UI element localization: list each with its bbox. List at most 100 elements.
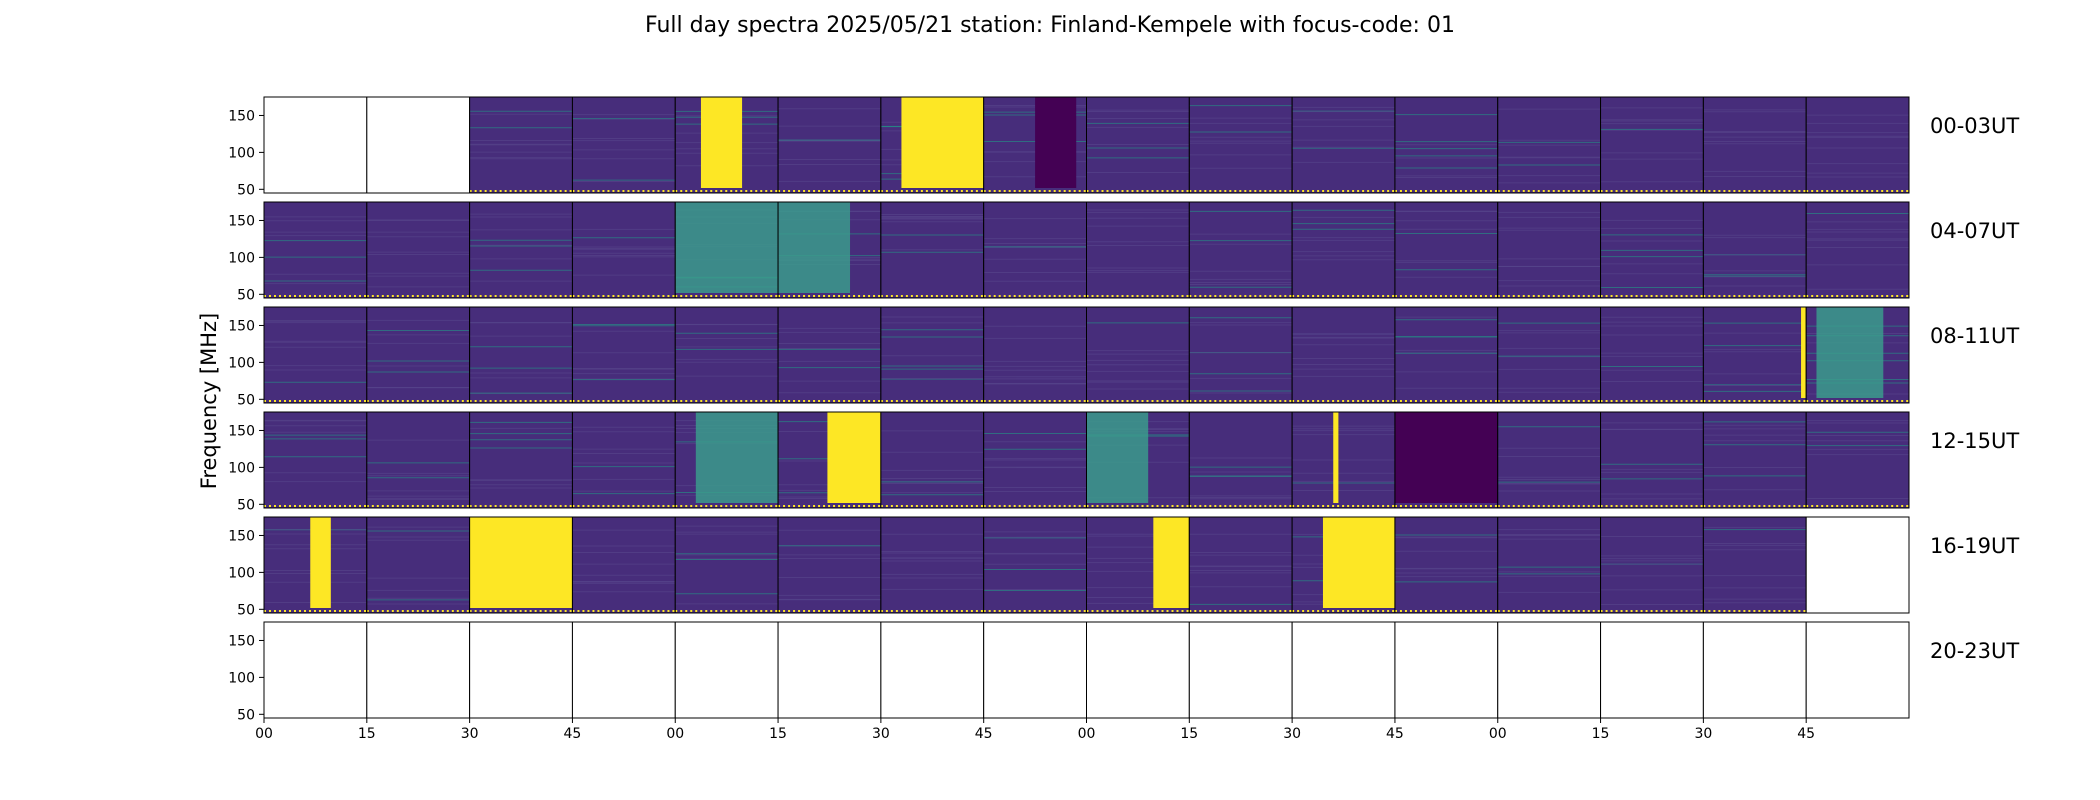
y-tick-label: 50 (237, 392, 255, 408)
empty-panel (1703, 622, 1807, 718)
spectrum-panel (880, 621, 985, 719)
spectrum-panel (1394, 516, 1499, 614)
y-tick-label: 100 (228, 460, 255, 476)
empty-panel (778, 622, 881, 718)
spectrum-panel (983, 96, 1087, 194)
burst-region (1816, 307, 1884, 398)
spectrum-background (880, 517, 984, 613)
y-tick-label: 150 (228, 423, 255, 439)
row-08-11ut: 50 100 150 08-11UT (228, 306, 2019, 408)
empty-panel (983, 622, 1087, 718)
row-04-07ut: 50 100 150 04-07UT (228, 201, 2019, 303)
burst-region (1394, 412, 1498, 503)
burst-region (469, 517, 573, 608)
spectrum-background (572, 97, 676, 193)
burst-region (695, 412, 779, 503)
y-tick-label: 150 (228, 108, 255, 124)
empty-panel (1600, 622, 1704, 718)
spectrum-background (1806, 97, 1909, 193)
spectrum-background (264, 202, 367, 298)
empty-panel (366, 97, 470, 193)
empty-panel (1292, 622, 1395, 718)
y-tick-label: 100 (228, 565, 255, 581)
spectrum-panel (469, 306, 573, 404)
spectrum-panel (1702, 96, 1807, 194)
y-axis-label: Frequency [MHz] (197, 313, 221, 489)
y-tick-label: 150 (228, 318, 255, 334)
spectrum-panel (674, 306, 779, 404)
spectrum-background (469, 307, 573, 403)
burst-region (1333, 412, 1339, 503)
spectrum-panel (469, 96, 573, 194)
row-label: 20-23UT (1930, 639, 2019, 663)
row-12-15ut: 50 100 150 12-15UT (228, 411, 2019, 513)
row-label: 00-03UT (1930, 114, 2019, 138)
empty-panel (1497, 622, 1601, 718)
spectrum-background (1189, 202, 1293, 298)
spectrum-panel (469, 411, 573, 509)
spectrum-background (572, 307, 676, 403)
spectrum-background (572, 202, 676, 298)
x-axis: 00 15 30 45 00 15 30 45 00 15 30 45 00 15 30 45 (255, 718, 1815, 742)
spectrum-panel (1086, 621, 1190, 719)
x-tick-label: 30 (1694, 726, 1712, 742)
spectrum-background (778, 307, 881, 403)
spectrum-panel (571, 306, 676, 404)
spectrum-background (1292, 97, 1395, 193)
spectrum-panel (983, 621, 1087, 719)
spectrum-panel (1805, 516, 1910, 614)
spectrum-panel (1497, 411, 1602, 509)
spectrum-panel (263, 201, 368, 299)
panel-frame (1805, 411, 1910, 509)
spectrum-panel (263, 96, 368, 194)
spectrum-panel (1805, 411, 1910, 509)
x-tick-label: 15 (1592, 726, 1610, 742)
spectrum-panel (1188, 306, 1293, 404)
panel-frame (1805, 201, 1910, 299)
row-label: 04-07UT (1930, 219, 2019, 243)
empty-panel (366, 622, 470, 718)
y-tick-label: 150 (228, 528, 255, 544)
row-20-23ut: 50 100 150 20-23UT (228, 621, 2019, 723)
burst-region (778, 202, 851, 293)
spectrum-background (1600, 97, 1704, 193)
x-tick-label: 45 (975, 726, 993, 742)
burst-region (1035, 97, 1077, 188)
spectrum-panel (1394, 411, 1499, 509)
spectrum-background (1703, 517, 1807, 613)
spectrum-panel (674, 516, 779, 614)
row-label: 16-19UT (1930, 534, 2019, 558)
spectrum-panel (1805, 201, 1910, 299)
row-label: 08-11UT (1930, 324, 2019, 348)
spectrum-panel (1394, 306, 1499, 404)
burst-region (700, 97, 743, 188)
spectrum-panel (366, 516, 471, 614)
y-tick-label: 50 (237, 602, 255, 618)
burst-region (1801, 307, 1807, 398)
x-tick-label: 30 (872, 726, 890, 742)
spectrum-panel (1394, 201, 1499, 299)
spectrum-panel (366, 621, 471, 719)
spectrum-panel (1188, 201, 1293, 299)
panel-frame (1805, 96, 1910, 194)
x-tick-label: 45 (564, 726, 582, 742)
y-tick-label: 50 (237, 497, 255, 513)
y-tick-label: 50 (237, 287, 255, 303)
spectrum-panel (983, 306, 1087, 404)
spectrum-background (983, 517, 1087, 613)
spectrum-panel (571, 621, 676, 719)
spectrum-background (983, 307, 1087, 403)
spectrum-panel (1086, 96, 1190, 194)
spectrum-panel (1086, 306, 1190, 404)
spectrum-panel (1188, 96, 1293, 194)
spectrum-panel (1086, 411, 1190, 509)
spectrum-background (1189, 307, 1293, 403)
spectrum-background (1703, 412, 1807, 508)
y-tick-label: 100 (228, 670, 255, 686)
y-tick-label: 50 (237, 707, 255, 723)
spectrum-background (469, 412, 573, 508)
spectrum-background (1189, 517, 1293, 613)
spectrum-panel (1702, 201, 1807, 299)
x-tick-label: 15 (769, 726, 787, 742)
